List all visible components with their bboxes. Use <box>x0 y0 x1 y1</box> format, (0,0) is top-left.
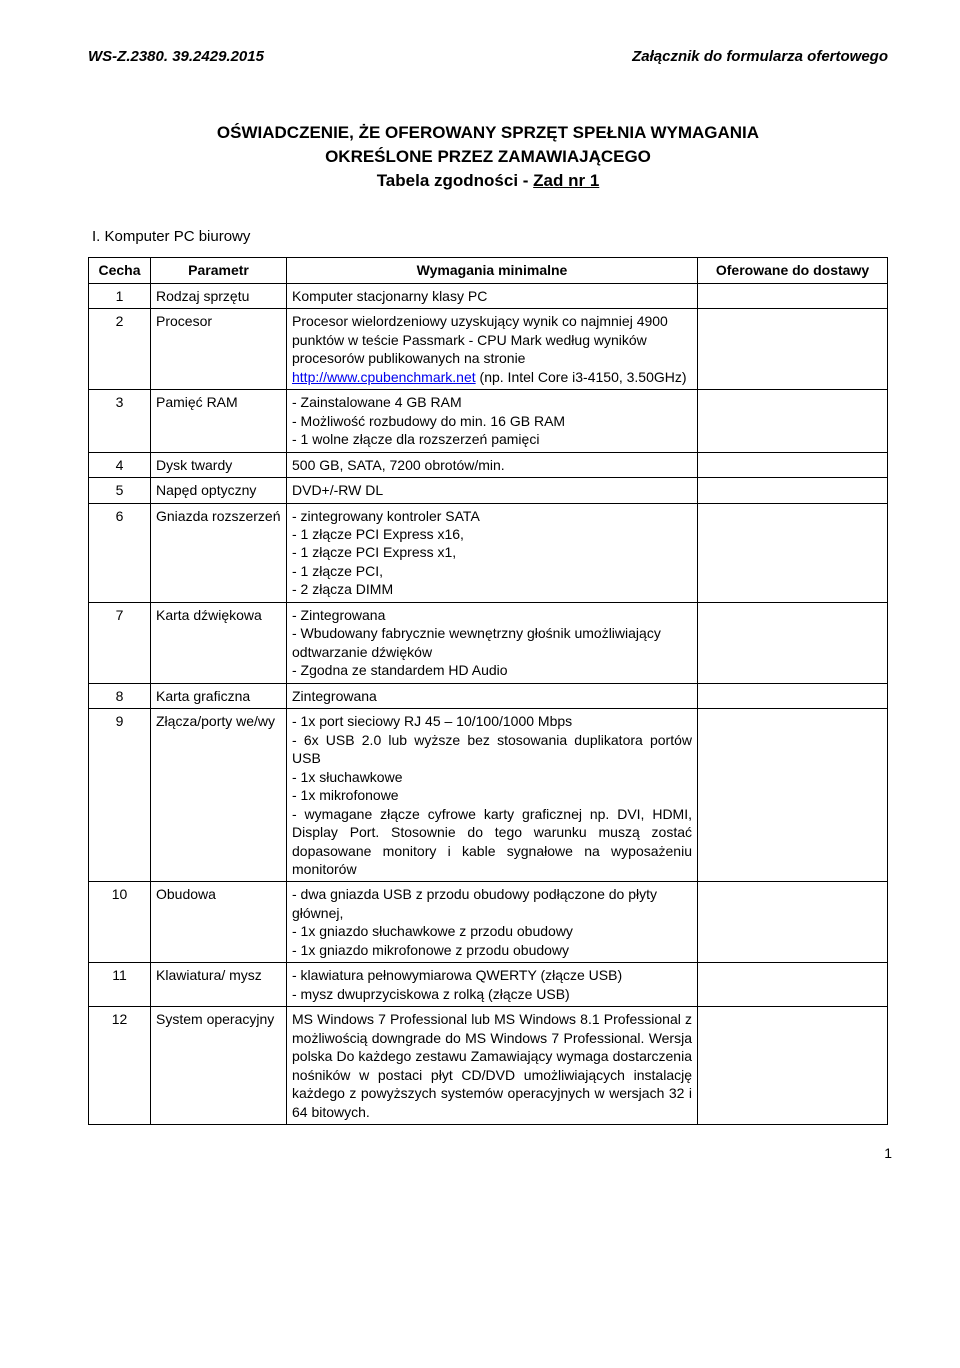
col-header-oferowane: Oferowane do dostawy <box>698 258 888 283</box>
cell-parametr: Gniazda rozszerzeń <box>151 503 287 602</box>
cell-wymagania: Procesor wielordzeniowy uzyskujący wynik… <box>287 309 698 390</box>
cell-parametr: Obudowa <box>151 882 287 963</box>
table-header-row: Cecha Parametr Wymagania minimalne Ofero… <box>89 258 888 283</box>
col-header-wymagania: Wymagania minimalne <box>287 258 698 283</box>
cell-wymagania: Komputer stacjonarny klasy PC <box>287 283 698 308</box>
cell-oferowane[interactable] <box>698 1007 888 1125</box>
spec-table: Cecha Parametr Wymagania minimalne Ofero… <box>88 257 888 1125</box>
page: WS-Z.2380. 39.2429.2015 Załącznik do for… <box>0 0 960 1181</box>
cell-parametr: System operacyjny <box>151 1007 287 1125</box>
cell-oferowane[interactable] <box>698 683 888 708</box>
header-row: WS-Z.2380. 39.2429.2015 Załącznik do for… <box>88 48 888 65</box>
table-row: 3Pamięć RAM- Zainstalowane 4 GB RAM- Moż… <box>89 390 888 452</box>
cell-parametr: Napęd optyczny <box>151 478 287 503</box>
table-row: 7Karta dźwiękowa- Zintegrowana- Wbudowan… <box>89 602 888 683</box>
cell-parametr: Klawiatura/ mysz <box>151 963 287 1007</box>
cell-oferowane[interactable] <box>698 602 888 683</box>
cell-cecha: 8 <box>89 683 151 708</box>
cell-wymagania: - zintegrowany kontroler SATA- 1 złącze … <box>287 503 698 602</box>
col-header-parametr: Parametr <box>151 258 287 283</box>
cell-parametr: Karta dźwiękowa <box>151 602 287 683</box>
cell-cecha: 7 <box>89 602 151 683</box>
cell-oferowane[interactable] <box>698 309 888 390</box>
table-row: 11Klawiatura/ mysz- klawiatura pełnowymi… <box>89 963 888 1007</box>
cell-parametr: Złącza/porty we/wy <box>151 709 287 882</box>
cell-oferowane[interactable] <box>698 390 888 452</box>
cell-parametr: Karta graficzna <box>151 683 287 708</box>
cell-cecha: 5 <box>89 478 151 503</box>
table-row: 5Napęd optycznyDVD+/-RW DL <box>89 478 888 503</box>
cell-wymagania: Zintegrowana <box>287 683 698 708</box>
header-right: Załącznik do formularza ofertowego <box>632 48 888 65</box>
cell-wymagania: - Zainstalowane 4 GB RAM- Możliwość rozb… <box>287 390 698 452</box>
table-row: 10Obudowa- dwa gniazda USB z przodu obud… <box>89 882 888 963</box>
cell-parametr: Pamięć RAM <box>151 390 287 452</box>
cell-oferowane[interactable] <box>698 478 888 503</box>
cell-wymagania: DVD+/-RW DL <box>287 478 698 503</box>
page-number: 1 <box>884 1145 892 1161</box>
cell-cecha: 1 <box>89 283 151 308</box>
table-row: 2ProcesorProcesor wielordzeniowy uzyskuj… <box>89 309 888 390</box>
cell-cecha: 2 <box>89 309 151 390</box>
cell-oferowane[interactable] <box>698 963 888 1007</box>
title-line1: OŚWIADCZENIE, ŻE OFEROWANY SPRZĘT SPEŁNI… <box>88 121 888 145</box>
cell-cecha: 6 <box>89 503 151 602</box>
cell-wymagania: - 1x port sieciowy RJ 45 – 10/100/1000 M… <box>287 709 698 882</box>
cell-cecha: 10 <box>89 882 151 963</box>
title-block: OŚWIADCZENIE, ŻE OFEROWANY SPRZĘT SPEŁNI… <box>88 121 888 192</box>
cell-oferowane[interactable] <box>698 503 888 602</box>
cell-oferowane[interactable] <box>698 709 888 882</box>
table-row: 12System operacyjnyMS Windows 7 Professi… <box>89 1007 888 1125</box>
table-body: 1Rodzaj sprzętuKomputer stacjonarny klas… <box>89 283 888 1124</box>
cell-cecha: 11 <box>89 963 151 1007</box>
cell-cecha: 3 <box>89 390 151 452</box>
col-header-cecha: Cecha <box>89 258 151 283</box>
table-row: 4Dysk twardy500 GB, SATA, 7200 obrotów/m… <box>89 452 888 477</box>
table-row: 6Gniazda rozszerzeń- zintegrowany kontro… <box>89 503 888 602</box>
cell-parametr: Dysk twardy <box>151 452 287 477</box>
cell-wymagania: MS Windows 7 Professional lub MS Windows… <box>287 1007 698 1125</box>
cell-parametr: Procesor <box>151 309 287 390</box>
cell-cecha: 4 <box>89 452 151 477</box>
title-line3-under: Zad nr 1 <box>533 171 599 190</box>
cell-oferowane[interactable] <box>698 283 888 308</box>
cell-wymagania: - klawiatura pełnowymiarowa QWERTY (złąc… <box>287 963 698 1007</box>
cell-oferowane[interactable] <box>698 452 888 477</box>
table-row: 9Złącza/porty we/wy- 1x port sieciowy RJ… <box>89 709 888 882</box>
table-row: 1Rodzaj sprzętuKomputer stacjonarny klas… <box>89 283 888 308</box>
cell-parametr: Rodzaj sprzętu <box>151 283 287 308</box>
cell-cecha: 12 <box>89 1007 151 1125</box>
cell-cecha: 9 <box>89 709 151 882</box>
cell-wymagania: - dwa gniazda USB z przodu obudowy podłą… <box>287 882 698 963</box>
title-line3-prefix: Tabela zgodności - <box>377 171 533 190</box>
cell-wymagania: - Zintegrowana- Wbudowany fabrycznie wew… <box>287 602 698 683</box>
title-line3: Tabela zgodności - Zad nr 1 <box>88 169 888 193</box>
header-left: WS-Z.2380. 39.2429.2015 <box>88 48 264 65</box>
cell-wymagania: 500 GB, SATA, 7200 obrotów/min. <box>287 452 698 477</box>
table-row: 8Karta graficznaZintegrowana <box>89 683 888 708</box>
section-title: I. Komputer PC biurowy <box>92 228 888 245</box>
cell-oferowane[interactable] <box>698 882 888 963</box>
title-line2: OKREŚLONE PRZEZ ZAMAWIAJĄCEGO <box>88 145 888 169</box>
